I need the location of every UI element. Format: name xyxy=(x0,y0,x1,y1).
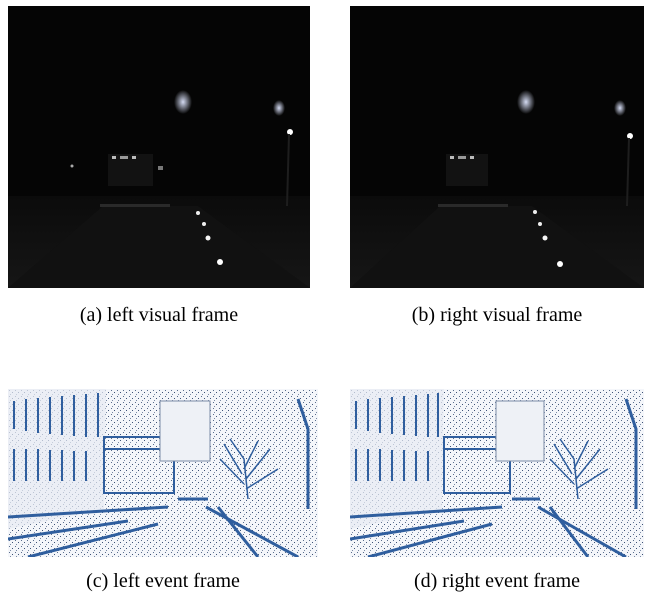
caption-left-event-frame: (c) left event frame xyxy=(86,570,240,592)
caption-right-event-frame: (d) right event frame xyxy=(413,570,581,592)
caption-right-visual-frame: (b) right visual frame xyxy=(411,304,583,326)
night-scene-left xyxy=(8,6,310,288)
caption-left-visual-frame: (a) left visual frame xyxy=(79,304,239,326)
left-event-frame-image xyxy=(8,389,318,557)
event-scene-left xyxy=(8,389,318,557)
event-scene-right xyxy=(350,389,644,557)
right-event-frame-image xyxy=(350,389,644,557)
right-visual-frame-image xyxy=(350,6,644,288)
left-visual-frame-image xyxy=(8,6,310,288)
night-scene-right xyxy=(350,6,644,288)
